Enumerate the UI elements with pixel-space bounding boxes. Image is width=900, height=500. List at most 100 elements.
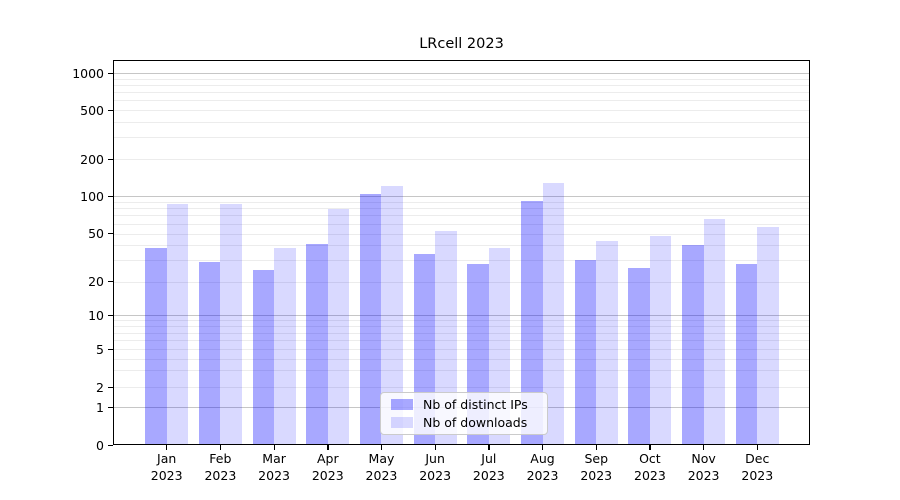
bar-distinct-ips-apr xyxy=(306,243,328,445)
x-tick-label-year: 2023 xyxy=(258,468,290,483)
bar-downloads-may xyxy=(381,186,403,445)
x-tick-label-year: 2023 xyxy=(311,468,344,483)
x-tick-mark xyxy=(380,445,383,450)
x-tick-label: Mar 2023 xyxy=(242,450,306,484)
x-tick-label-year: 2023 xyxy=(741,468,774,483)
gridline-minor xyxy=(113,349,810,351)
bar-distinct-ips-sep xyxy=(574,260,597,445)
legend-label-distinct-ips: Nb of distinct IPs xyxy=(423,396,528,412)
y-tick-mark xyxy=(108,406,113,409)
y-tick-mark xyxy=(108,314,113,316)
x-tick-label: Sep 2023 xyxy=(564,450,628,484)
x-tick-mark xyxy=(273,445,275,450)
gridline-minor xyxy=(113,100,810,102)
bar-downloads-apr xyxy=(327,208,350,445)
y-tick-mark xyxy=(108,348,113,351)
x-tick-label: Aug 2023 xyxy=(511,450,575,484)
legend-label-downloads: Nb of downloads xyxy=(423,414,528,430)
gridline-minor xyxy=(113,215,810,217)
bar-distinct-ips-jan xyxy=(145,247,167,445)
gridline-minor xyxy=(113,121,810,123)
gridline-minor xyxy=(113,281,810,283)
x-tick-label-year: 2023 xyxy=(150,468,183,483)
gridline-minor xyxy=(113,201,810,203)
y-tick-label: 50 xyxy=(88,226,104,241)
x-tick-label-year: 2023 xyxy=(634,468,666,483)
gridline-minor xyxy=(113,223,810,225)
gridline-minor xyxy=(113,326,810,328)
chart-title: LRcell 2023 xyxy=(419,36,504,52)
x-tick-mark xyxy=(166,445,168,450)
gridline-minor xyxy=(113,245,810,247)
x-tick-label: Dec 2023 xyxy=(725,450,789,484)
legend-swatch-downloads xyxy=(391,416,413,428)
x-tick-label: Apr 2023 xyxy=(296,450,360,484)
gridline-minor xyxy=(113,137,810,139)
y-tick-mark xyxy=(108,281,113,283)
y-tick-label: 2 xyxy=(96,379,104,395)
bar-distinct-ips-dec xyxy=(735,264,758,445)
x-tick-label: May 2023 xyxy=(349,450,413,484)
bar-downloads-dec xyxy=(757,227,779,445)
x-tick-label: Oct 2023 xyxy=(618,450,682,484)
x-tick-label-year: 2023 xyxy=(687,468,720,483)
gridline-minor xyxy=(113,320,810,322)
gridline-minor xyxy=(113,370,810,372)
y-tick-label: 5 xyxy=(96,341,104,357)
y-tick-label: 20 xyxy=(88,274,104,290)
gridline-minor xyxy=(113,387,810,389)
gridline-minor xyxy=(113,358,810,360)
x-tick-mark xyxy=(542,445,544,450)
y-tick-label: 200 xyxy=(80,151,104,167)
gridline-minor xyxy=(113,332,810,334)
x-tick-mark xyxy=(703,445,705,450)
y-tick-mark xyxy=(108,195,113,197)
legend-item-distinct-ips: Nb of distinct IPs xyxy=(381,397,547,412)
x-tick-label: Jul 2023 xyxy=(457,450,521,484)
x-tick-label-year: 2023 xyxy=(580,468,613,483)
x-tick-label: Jun 2023 xyxy=(403,450,467,484)
bar-distinct-ips-nov xyxy=(682,245,704,445)
gridline-minor xyxy=(113,233,810,235)
plot-area: Nb of distinct IPs Nb of downloads xyxy=(113,59,810,445)
gridline-minor xyxy=(113,159,810,160)
y-tick-mark xyxy=(108,233,113,235)
x-tick-mark xyxy=(327,445,329,450)
gridline-major xyxy=(113,196,810,197)
bar-distinct-ips-aug xyxy=(521,200,543,445)
gridline-minor xyxy=(113,78,810,80)
y-tick-mark xyxy=(108,72,113,74)
x-tick-mark xyxy=(488,445,490,450)
bar-distinct-ips-oct xyxy=(628,267,650,445)
gridline-minor xyxy=(113,340,810,342)
x-tick-mark xyxy=(595,445,598,450)
x-tick-mark xyxy=(756,445,759,450)
legend: Nb of distinct IPs Nb of downloads xyxy=(380,391,548,435)
x-tick-label-year: 2023 xyxy=(419,468,452,483)
y-tick-mark xyxy=(108,444,113,446)
gridline-major xyxy=(113,315,810,316)
legend-swatch-distinct-ips xyxy=(391,398,413,410)
x-tick-label: Nov 2023 xyxy=(672,450,736,484)
y-tick-label: 10 xyxy=(88,307,104,323)
gridline-minor xyxy=(113,208,810,210)
x-tick-label-year: 2023 xyxy=(365,468,398,483)
gridline-minor xyxy=(113,110,810,111)
bar-distinct-ips-may xyxy=(359,193,382,445)
gridline-minor xyxy=(113,260,810,262)
y-tick-mark xyxy=(108,386,113,389)
x-tick-label-year: 2023 xyxy=(526,468,559,483)
x-tick-label-year: 2023 xyxy=(472,468,505,483)
x-tick-mark xyxy=(434,445,436,450)
gridline-minor xyxy=(113,92,810,94)
y-tick-label: 100 xyxy=(80,188,104,204)
y-tick-mark xyxy=(108,158,113,160)
bar-downloads-feb xyxy=(220,203,242,445)
gridline-minor xyxy=(113,84,810,86)
bar-downloads-aug xyxy=(542,182,565,445)
bar-downloads-sep xyxy=(596,241,618,445)
y-tick-mark xyxy=(108,109,113,111)
y-tick-label: 0 xyxy=(96,437,104,453)
x-tick-mark xyxy=(649,445,651,450)
x-tick-label: Jan 2023 xyxy=(135,450,199,484)
